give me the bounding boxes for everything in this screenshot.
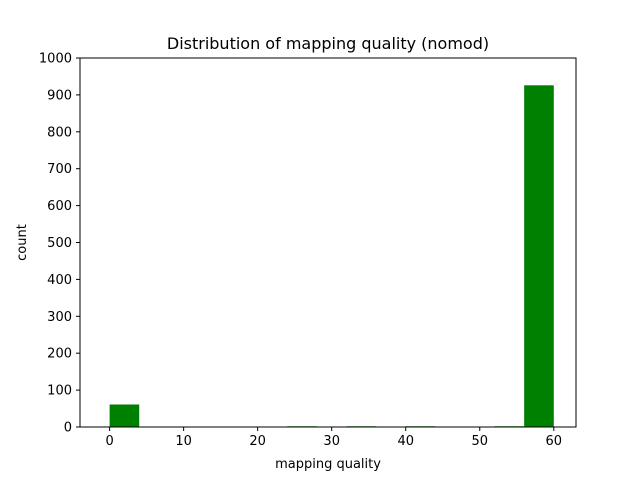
x-tick-label: 60 [546,434,563,449]
x-tick-label: 20 [249,434,266,449]
y-tick-label: 300 [47,310,72,325]
x-tick-label: 50 [471,434,488,449]
x-axis-label: mapping quality [275,457,381,472]
y-tick-label: 800 [47,125,72,140]
y-tick-label: 1000 [39,52,72,67]
y-tick-label: 100 [47,384,72,399]
y-tick-label: 900 [47,88,72,103]
y-tick-label: 700 [47,162,72,177]
x-tick-label: 40 [397,434,414,449]
y-tick-label: 500 [47,236,72,251]
x-tick-label: 10 [175,434,192,449]
y-axis-label: count [15,224,30,261]
x-axis-ticks: 0 10 20 30 40 50 60 [105,427,562,449]
x-tick-label: 30 [323,434,340,449]
y-tick-label: 0 [64,421,72,436]
y-tick-label: 600 [47,199,72,214]
histogram-bar [109,404,140,427]
x-tick-label: 0 [105,434,113,449]
histogram-bar [524,85,554,427]
chart-title: Distribution of mapping quality (nomod) [167,34,489,53]
y-tick-label: 200 [47,347,72,362]
y-axis-ticks: 0 100 200 300 400 500 600 700 800 900 1000 [39,52,80,436]
y-tick-label: 400 [47,273,72,288]
plot-area-frame [79,57,577,428]
